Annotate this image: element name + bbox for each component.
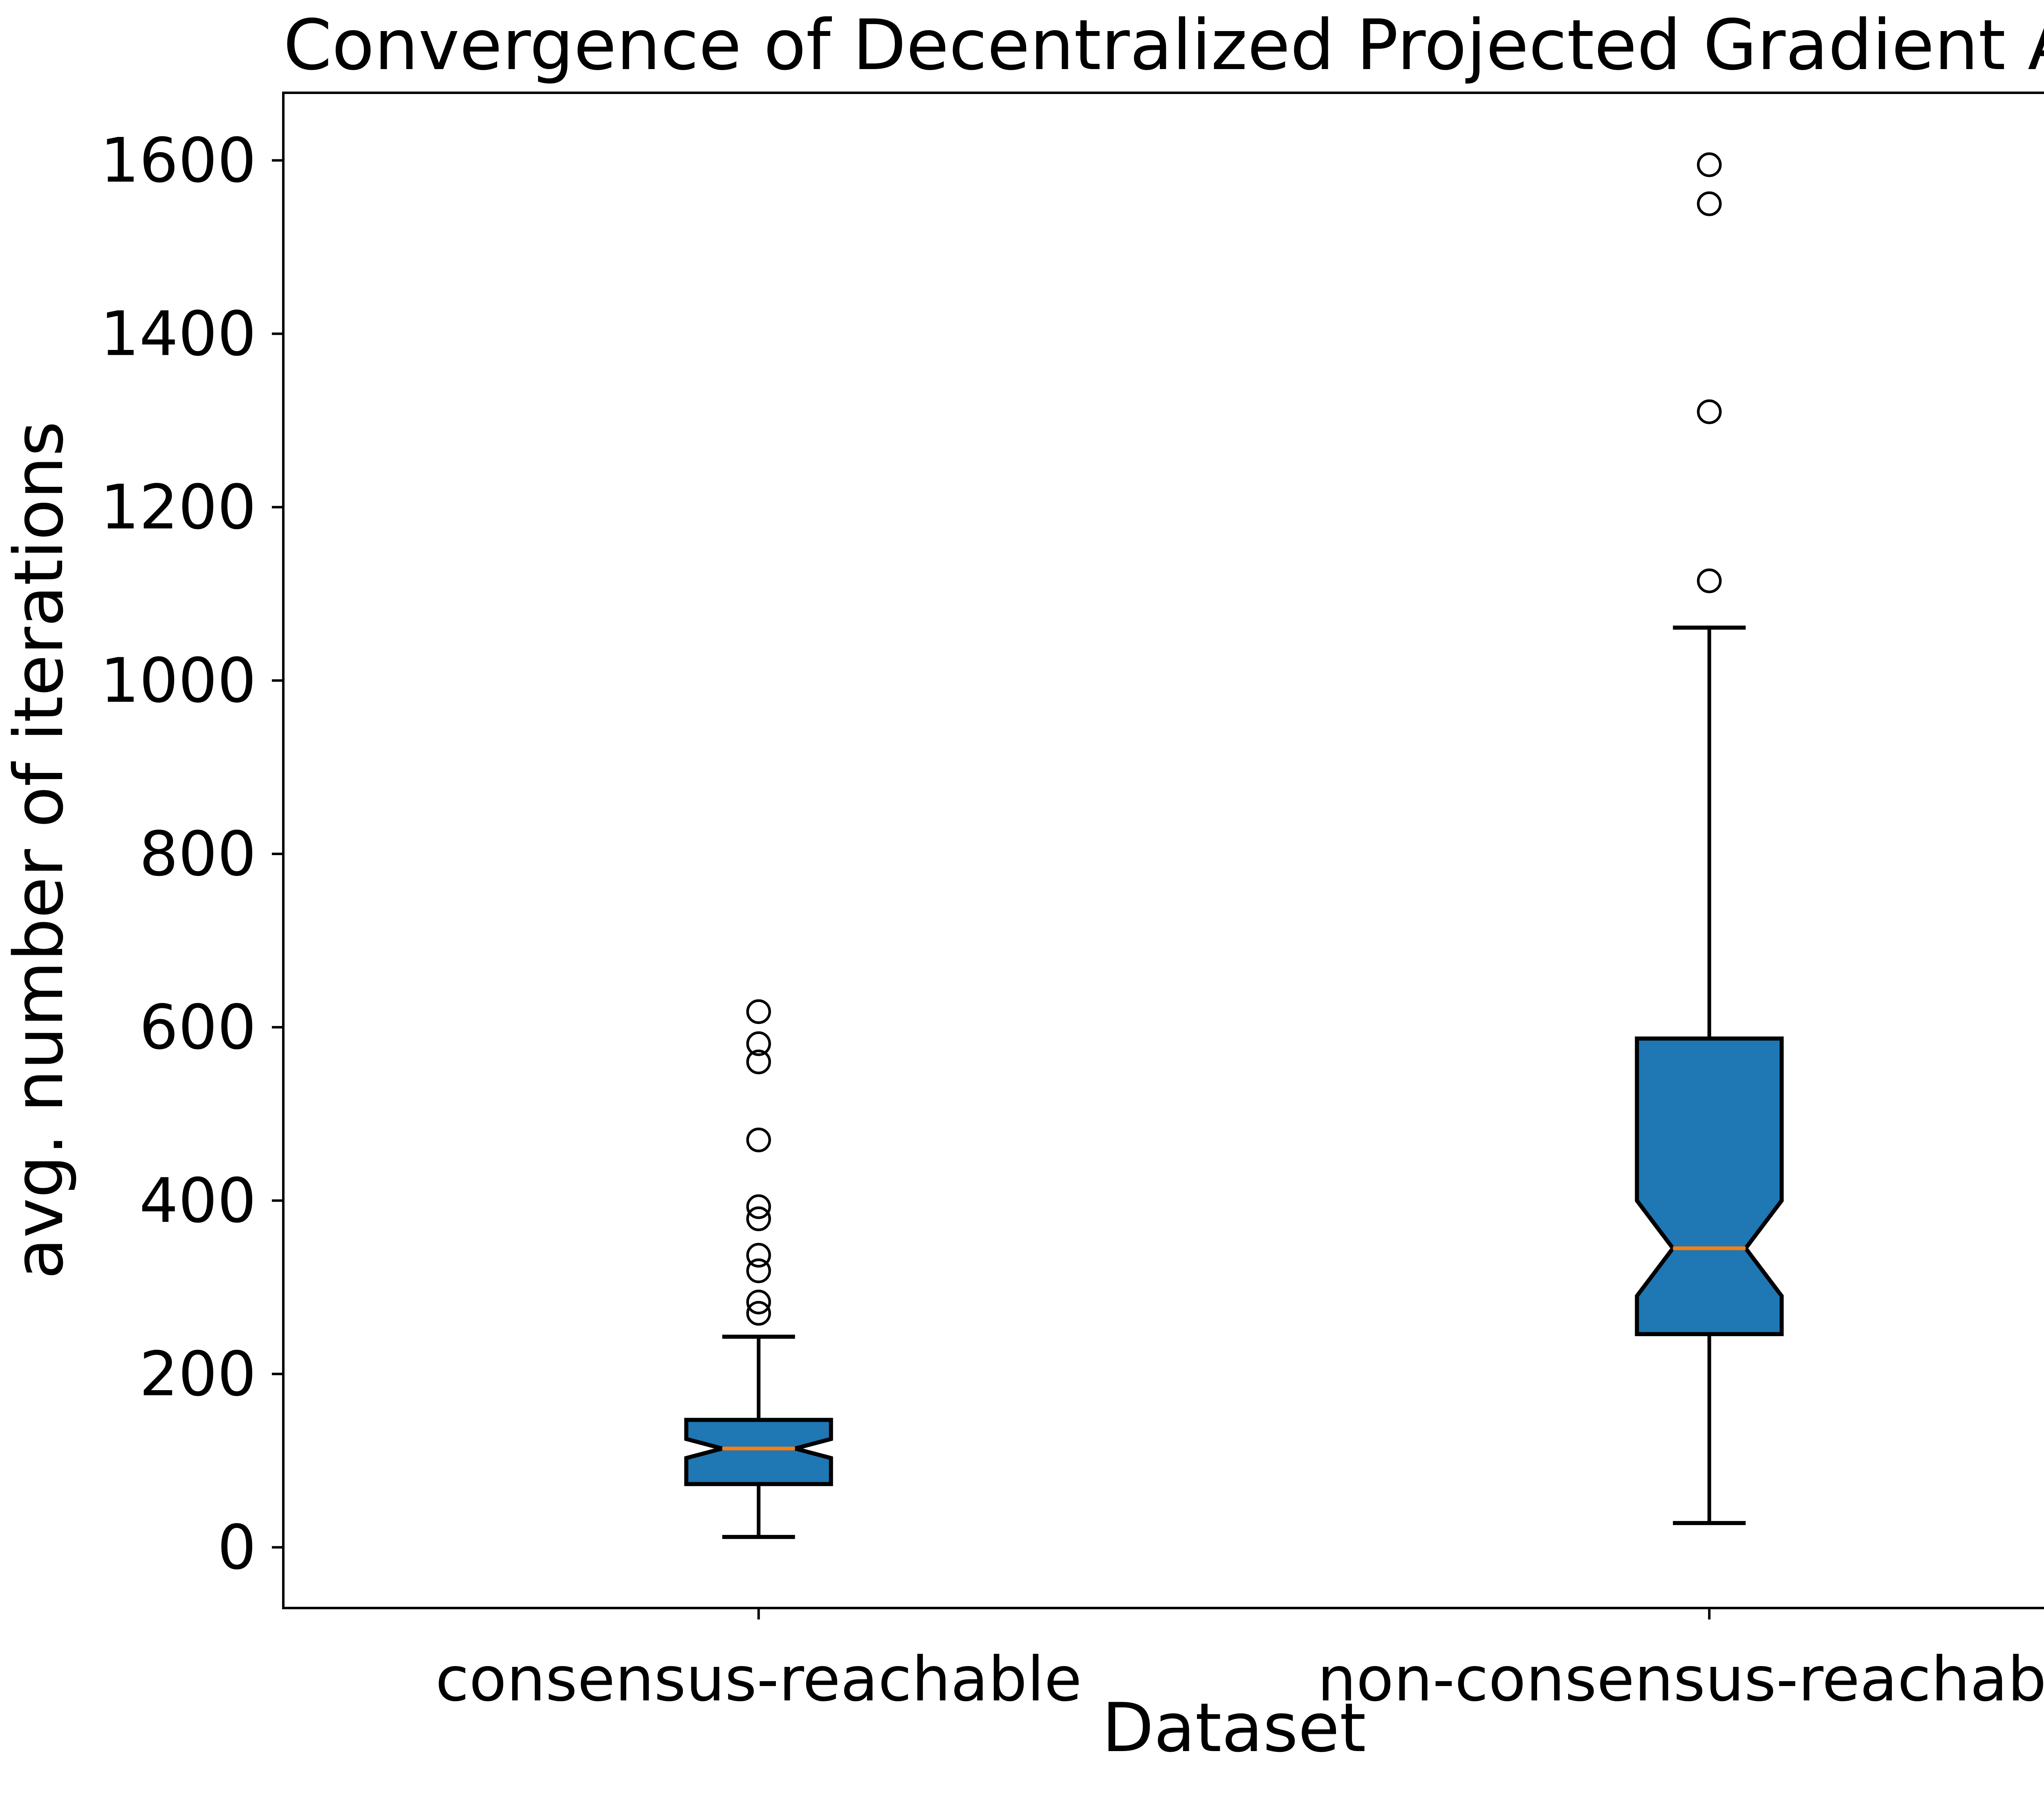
y-tick-label: 1200 [100, 472, 256, 543]
box-non-consensus-reachable [1635, 1036, 1784, 1336]
chart-title: Convergence of Decentralized Projected G… [283, 5, 2044, 86]
y-tick-label: 1000 [100, 645, 256, 717]
outlier-point [746, 1031, 771, 1056]
y-tick-label: 1600 [100, 125, 256, 196]
y-tick-label: 800 [139, 819, 256, 890]
y-tick-label: 200 [139, 1339, 256, 1410]
outlier-point [1697, 568, 1722, 594]
y-tick-label: 1400 [100, 299, 256, 370]
y-tick-label: 400 [139, 1165, 256, 1236]
outlier-point [746, 1258, 771, 1283]
x-tick-label-consensus-reachable: consensus-reachable [435, 1644, 1082, 1715]
y-axis-title: avg. number of iterations [0, 421, 78, 1279]
outlier-point [1697, 399, 1722, 424]
outlier-point [746, 1290, 771, 1315]
outlier-point [746, 1049, 771, 1075]
outlier-point [746, 1243, 771, 1268]
x-axis-title: Dataset [1102, 1689, 1366, 1767]
outlier-point [1697, 152, 1722, 177]
y-tick-label: 0 [217, 1512, 256, 1583]
outlier-point [746, 999, 771, 1024]
plot-frame [282, 92, 2044, 1609]
outlier-point [746, 1206, 771, 1232]
x-tick-label-non-consensus-reachable: non-consensus-reachable [1317, 1644, 2044, 1715]
outlier-point [746, 1194, 771, 1219]
box-consensus-reachable [684, 1418, 833, 1486]
outlier-point [746, 1301, 771, 1326]
y-tick-label: 600 [139, 992, 256, 1063]
outlier-point [1697, 191, 1722, 216]
outlier-point [746, 1127, 771, 1153]
